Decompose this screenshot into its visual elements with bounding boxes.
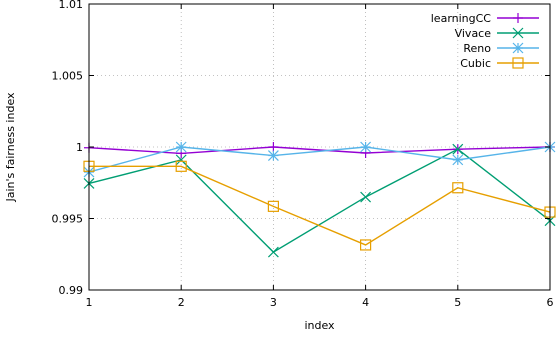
data-point-vivace <box>360 191 372 203</box>
x-tick-label: 1 <box>86 296 93 309</box>
grid-layer <box>89 4 550 290</box>
series-line-vivace <box>88 148 551 253</box>
data-point-cubic <box>452 182 464 194</box>
x-tick-label: 4 <box>362 296 369 309</box>
y-axis-label: Jain's fairness index <box>4 92 17 203</box>
series-cubic <box>83 160 556 251</box>
legend-label: learningCC <box>431 12 492 25</box>
y-tick-label: 1 <box>76 141 83 154</box>
legend-item: Reno <box>463 42 539 55</box>
data-point-cubic <box>175 160 187 172</box>
y-tick-label: 1.005 <box>52 70 84 83</box>
legend-item: learningCC <box>431 12 539 25</box>
ticks-layer: 1 2 3 4 5 6 0.99 0.995 1 1.005 1.01 <box>52 0 554 309</box>
legend-item: Vivace <box>455 27 539 40</box>
series-line-cubic <box>89 165 551 246</box>
legend-marker <box>513 13 523 23</box>
series-layer <box>83 141 556 258</box>
data-point-cubic <box>267 200 279 212</box>
series-vivace <box>83 143 556 258</box>
data-point-cubic <box>360 239 372 251</box>
y-tick-label: 0.99 <box>59 284 84 297</box>
x-tick-label: 3 <box>270 296 277 309</box>
data-point-vivace <box>175 154 187 166</box>
data-point-reno <box>267 150 279 162</box>
legend-marker <box>512 27 524 39</box>
legend-marker <box>512 57 524 69</box>
legend-label: Cubic <box>460 57 491 70</box>
data-point-reno <box>175 141 187 153</box>
x-tick-label: 5 <box>454 296 461 309</box>
legend-item: Cubic <box>460 57 539 70</box>
y-tick-label: 1.01 <box>59 0 84 11</box>
series-reno <box>83 141 556 178</box>
x-tick-label: 6 <box>547 296 554 309</box>
series-line-reno <box>88 146 551 173</box>
x-axis-label: index <box>304 319 335 332</box>
y-tick-label: 0.995 <box>52 213 84 226</box>
data-point-learningcc <box>268 142 279 152</box>
legend-marker <box>512 42 524 54</box>
x-tick-label: 2 <box>178 296 185 309</box>
legend: learningCC Vivace Reno Cubic <box>431 12 539 70</box>
data-point-reno <box>360 141 372 153</box>
series-line-learningcc <box>88 146 551 155</box>
data-point-vivace <box>267 246 279 258</box>
legend-label: Vivace <box>455 27 492 40</box>
data-point-vivace <box>452 143 464 155</box>
data-point-reno <box>452 154 464 166</box>
legend-label: Reno <box>463 42 491 55</box>
